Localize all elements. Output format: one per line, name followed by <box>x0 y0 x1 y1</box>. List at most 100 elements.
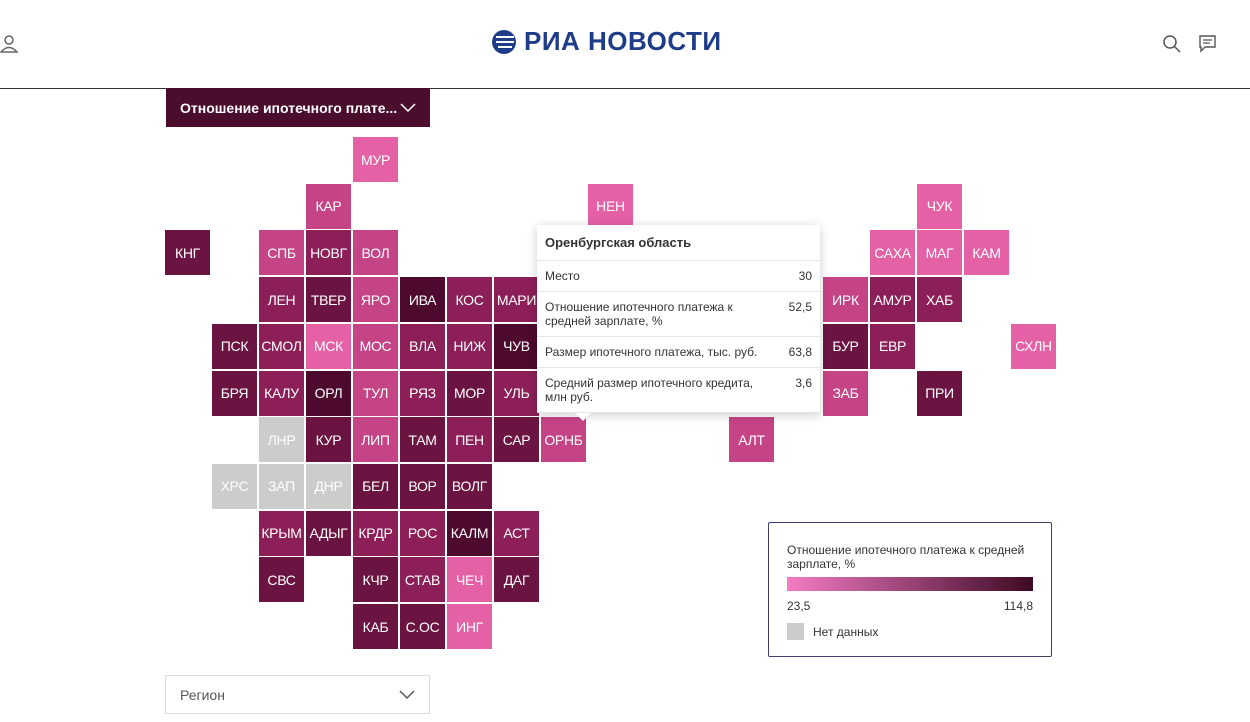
legend-gradient <box>787 577 1033 591</box>
region-tile[interactable]: АСТ <box>494 510 539 556</box>
region-tile[interactable]: КАБ <box>353 604 398 649</box>
region-tile[interactable]: СПБ <box>259 230 304 276</box>
region-tile[interactable]: ВОЛГ <box>447 463 492 509</box>
region-tile[interactable]: КНГ <box>165 230 210 276</box>
region-tile[interactable]: ЛИП <box>353 417 398 463</box>
no-data-label: Нет данных <box>813 625 879 639</box>
region-tile[interactable]: ЗАБ <box>823 370 868 416</box>
region-tile[interactable]: МОС <box>353 323 398 369</box>
region-tile[interactable]: БЕЛ <box>353 463 398 509</box>
region-tile[interactable]: ПРИ <box>917 370 962 416</box>
region-tile[interactable]: КУР <box>306 417 351 463</box>
region-tile[interactable]: ЧЕЧ <box>447 557 492 603</box>
region-tile[interactable]: КРЫМ <box>259 510 304 556</box>
region-tile[interactable]: КОС <box>447 277 492 323</box>
tooltip-title: Оренбургская область <box>537 225 820 261</box>
tooltip-label: Размер ипотечного платежа, тыс. руб. <box>545 345 758 359</box>
legend-max: 114,8 <box>1003 599 1033 613</box>
region-tile[interactable]: ЛЕН <box>259 277 304 323</box>
tooltip-row: Отношение ипотечного платежа к средней з… <box>537 292 820 337</box>
region-tile[interactable]: НИЖ <box>447 323 492 369</box>
chevron <box>400 102 416 112</box>
region-tile[interactable]: ИВА <box>400 277 445 323</box>
region-tile[interactable]: СМОЛ <box>259 323 304 369</box>
region-tile[interactable]: АДЫГ <box>306 510 351 556</box>
legend-min: 23,5 <box>787 599 811 613</box>
region-tile[interactable]: ТАМ <box>400 417 445 463</box>
region-tile[interactable]: КАЛУ <box>259 370 304 416</box>
region-tile[interactable]: РЯЗ <box>400 370 445 416</box>
region-tile[interactable]: ДНР <box>306 463 351 509</box>
region-tile[interactable]: МАГ <box>917 230 962 276</box>
region-tile[interactable]: АЛТ <box>729 417 774 463</box>
region-tile[interactable]: БУР <box>823 323 868 369</box>
region-tile[interactable]: ЛНР <box>259 417 304 463</box>
region-tile[interactable]: КЧР <box>353 557 398 603</box>
region-tile[interactable]: БРЯ <box>212 370 257 416</box>
region-tile[interactable]: НОВГ <box>306 230 351 276</box>
tooltip-row: Место 30 <box>537 261 820 292</box>
tooltip-row: Размер ипотечного платежа, тыс. руб. 63,8 <box>537 337 820 368</box>
tooltip-value: 3,6 <box>795 376 812 390</box>
logo[interactable]: РИА НОВОСТИ <box>490 26 722 57</box>
header: РИА НОВОСТИ <box>0 0 1250 89</box>
region-tile[interactable]: КАЛМ <box>447 510 492 556</box>
region-tile[interactable]: ЧУК <box>917 183 962 229</box>
region-tile[interactable]: ВЛА <box>400 323 445 369</box>
region-tile[interactable]: ЗАП <box>259 463 304 509</box>
region-tile[interactable]: ТУЛ <box>353 370 398 416</box>
region-tile[interactable]: ОРЛ <box>306 370 351 416</box>
search-icon[interactable] <box>1162 34 1182 54</box>
region-tile[interactable]: ПСК <box>212 323 257 369</box>
region-tile[interactable]: ВОЛ <box>353 230 398 276</box>
region-tile[interactable]: МОР <box>447 370 492 416</box>
region-tile[interactable]: ОРНБ <box>541 417 586 463</box>
region-tile[interactable]: КАМ <box>964 230 1009 276</box>
region-tile[interactable]: САХА <box>870 230 915 276</box>
region-tile[interactable]: КАР <box>306 183 351 229</box>
region-tile[interactable]: МСК <box>306 323 351 369</box>
tooltip-row: Средний размер ипотечного кредита, млн р… <box>537 368 820 413</box>
region-tile[interactable]: РОС <box>400 510 445 556</box>
region-tile[interactable]: ВОР <box>400 463 445 509</box>
region-tile[interactable]: ХАБ <box>917 277 962 323</box>
region-tile[interactable]: САР <box>494 417 539 463</box>
select-label: Регион <box>180 686 225 703</box>
region-tile[interactable]: ЧУВ <box>494 323 539 369</box>
select-label: Отношение ипотечного плате... <box>180 99 398 116</box>
region-tile[interactable]: СТАВ <box>400 557 445 603</box>
region-tile[interactable]: УЛЬ <box>494 370 539 416</box>
tooltip-value: 30 <box>798 269 812 283</box>
region-tile[interactable]: ЯРО <box>353 277 398 323</box>
region-tile[interactable]: МУР <box>353 137 398 182</box>
indicator-select[interactable]: Отношение ипотечного плате... <box>166 88 430 127</box>
region-tile[interactable]: С.ОС <box>400 604 445 649</box>
region-tile[interactable]: ЕВР <box>870 323 915 369</box>
region-tile[interactable]: НЕН <box>588 183 633 229</box>
region-tile[interactable]: ДАГ <box>494 557 539 603</box>
region-select[interactable]: Регион <box>165 675 430 714</box>
legend: Отношение ипотечного платежа к средней з… <box>768 522 1052 657</box>
tooltip-label: Место <box>545 269 580 283</box>
region-tile[interactable]: СВС <box>259 557 304 603</box>
logo-emblem <box>492 29 516 54</box>
tooltip-value: 63,8 <box>788 345 812 359</box>
no-data-swatch <box>787 623 804 640</box>
user-icon[interactable] <box>0 34 20 54</box>
region-tile[interactable]: КРДР <box>353 510 398 556</box>
region-tile[interactable]: АМУР <box>870 277 915 323</box>
chevron <box>399 689 415 699</box>
region-tile[interactable]: СХЛН <box>1011 323 1056 369</box>
chat-icon[interactable] <box>1198 34 1218 54</box>
tooltip-label: Средний размер ипотечного кредита, млн р… <box>545 376 754 404</box>
region-tile[interactable]: ПЕН <box>447 417 492 463</box>
logo-text: РИА НОВОСТИ <box>524 26 722 56</box>
region-tile[interactable]: ХРС <box>212 463 257 509</box>
tooltip-value: 52,5 <box>788 300 812 314</box>
region-tile[interactable]: ТВЕР <box>306 277 351 323</box>
region-tile[interactable]: ИНГ <box>447 604 492 649</box>
legend-title: Отношение ипотечного платежа к средней з… <box>787 543 1025 571</box>
region-tile[interactable]: ИРК <box>823 277 868 323</box>
region-tile[interactable]: МАРИ <box>494 277 539 323</box>
